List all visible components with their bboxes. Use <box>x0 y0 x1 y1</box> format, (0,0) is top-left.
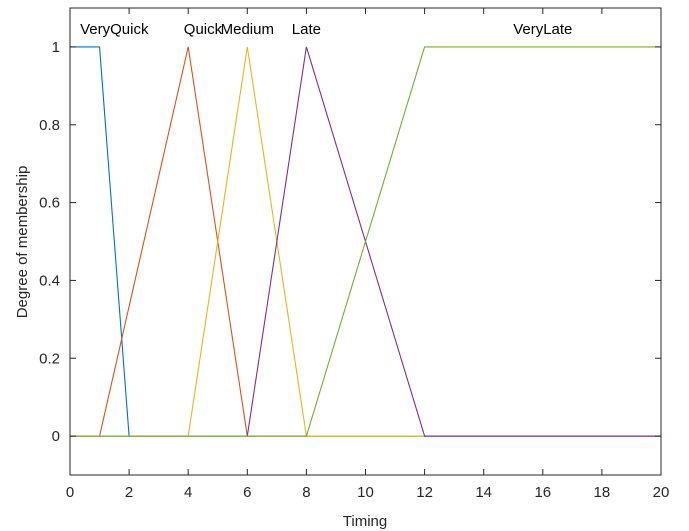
x-tick-label: 18 <box>594 484 611 501</box>
x-tick-label: 10 <box>357 484 374 501</box>
x-axis-label: Timing <box>343 513 387 530</box>
x-tick-label: 12 <box>416 484 433 501</box>
x-tick-label: 8 <box>302 484 310 501</box>
mf-label-quick: Quick <box>184 21 223 38</box>
y-tick-label: 0.6 <box>39 195 60 212</box>
y-tick-label: 0 <box>52 428 60 445</box>
x-tick-label: 20 <box>653 484 670 501</box>
x-tick-label: 2 <box>125 484 133 501</box>
x-tick-label: 0 <box>66 484 74 501</box>
mf-label-late: Late <box>292 21 321 38</box>
x-tick-label: 14 <box>475 484 492 501</box>
series-layer <box>70 46 661 437</box>
tick-layer: 0 2 4 6 8 10 12 14 16 18 20 0 0.2 0.4 0.6 0.8 1 <box>39 8 669 501</box>
x-tick-label: 4 <box>184 484 192 501</box>
y-tick-label: 0.8 <box>39 117 60 134</box>
mf-label-verylate: VeryLate <box>513 21 572 38</box>
series-line-verylate <box>70 46 661 437</box>
y-tick-label: 0.4 <box>39 272 60 289</box>
y-tick-label: 0.2 <box>39 350 60 367</box>
y-tick-label: 1 <box>52 39 60 56</box>
x-tick-label: 16 <box>534 484 551 501</box>
mf-label-medium: Medium <box>221 21 274 38</box>
x-tick-label: 6 <box>243 484 251 501</box>
y-axis-label: Degree of membership <box>14 166 31 319</box>
mf-label-veryquick: VeryQuick <box>80 21 149 38</box>
